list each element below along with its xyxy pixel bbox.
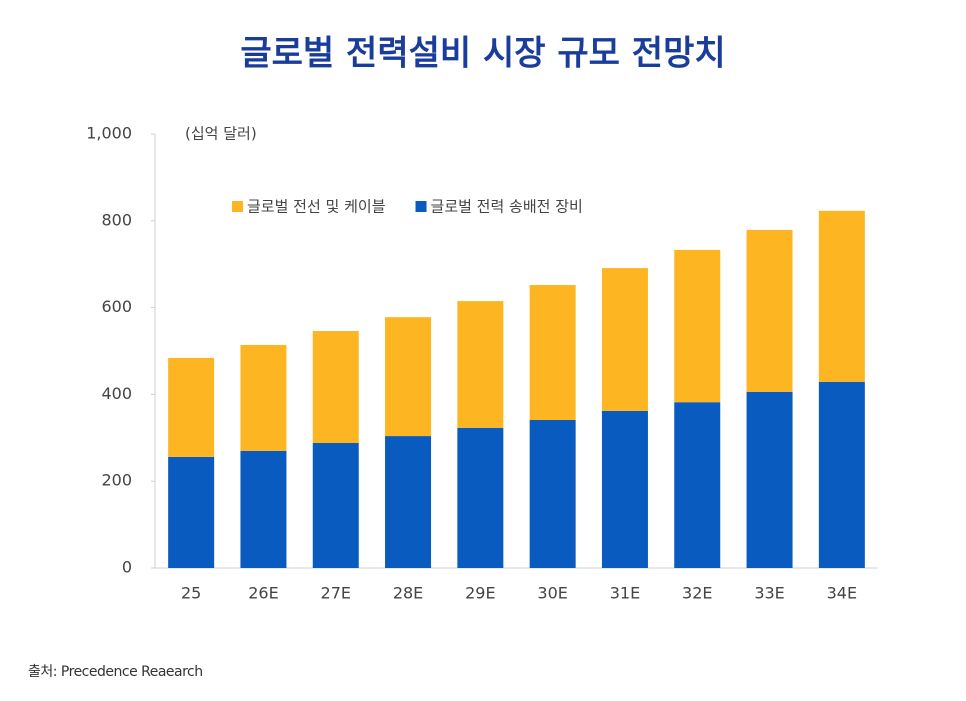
- bar-segment: [601, 268, 648, 411]
- y-tick-label: 0: [122, 558, 132, 577]
- bar-segment: [529, 285, 576, 421]
- bar-segment: [674, 402, 721, 568]
- bar-segment: [674, 249, 721, 403]
- x-tick-label: 28E: [393, 584, 423, 603]
- y-tick-label: 600: [101, 297, 132, 316]
- bar-segment: [746, 391, 793, 568]
- chart-title: 글로벌 전력설비 시장 규모 전망치: [240, 34, 725, 74]
- legend-label: 글로벌 전선 및 케이블: [247, 198, 386, 216]
- y-tick-label: 1,000: [86, 124, 132, 143]
- bar-segment: [818, 210, 865, 382]
- x-tick-label: 33E: [754, 584, 784, 603]
- bar-segment: [385, 436, 432, 568]
- bar-segment: [240, 344, 287, 451]
- x-tick-label: 25: [181, 584, 201, 603]
- bar-segment: [529, 420, 576, 568]
- axis-unit: (십억 달러): [185, 125, 257, 143]
- source: 출처: Precedence Reaearch: [28, 664, 203, 680]
- bar-segment: [818, 381, 865, 568]
- y-tick-label: 200: [101, 471, 132, 490]
- bar-segment: [312, 443, 359, 568]
- y-tick-label: 400: [101, 384, 132, 403]
- x-tick-label: 31E: [610, 584, 640, 603]
- bar-segment: [168, 456, 215, 568]
- bar-segment: [457, 301, 504, 428]
- legend-label: 글로벌 전력 송배전 장비: [431, 198, 583, 216]
- x-tick-label: 26E: [248, 584, 278, 603]
- x-tick-label: 32E: [682, 584, 712, 603]
- x-tick-label: 34E: [827, 584, 857, 603]
- bar-segment: [746, 229, 793, 392]
- bar-segment: [457, 427, 504, 568]
- legend-swatch: [415, 201, 427, 212]
- bar-segment: [168, 357, 215, 457]
- x-tick-label: 27E: [321, 584, 351, 603]
- y-tick-label: 800: [101, 210, 132, 229]
- x-tick-label: 30E: [537, 584, 567, 603]
- x-tick-label: 29E: [465, 584, 495, 603]
- bar-segment: [312, 331, 359, 444]
- bar-segment: [385, 317, 432, 437]
- bar-segment: [601, 410, 648, 568]
- legend-swatch: [232, 201, 243, 212]
- bar-segment: [240, 450, 287, 568]
